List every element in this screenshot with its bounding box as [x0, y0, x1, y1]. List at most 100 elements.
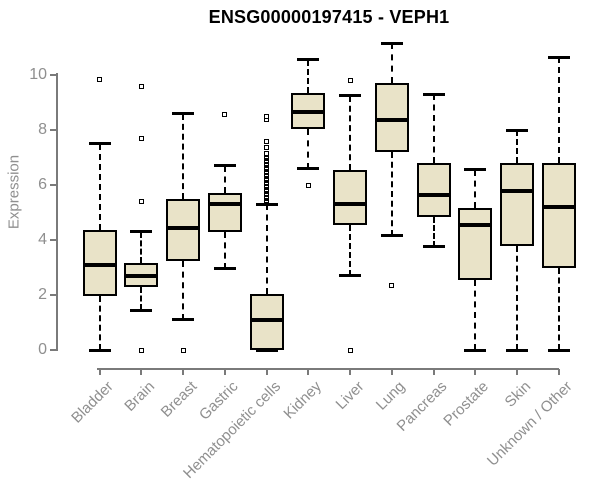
upper-whisker: [223, 165, 226, 194]
lower-whisker-cap: [213, 267, 236, 271]
lower-whisker-cap: [422, 245, 445, 249]
median-line: [458, 222, 493, 227]
median-line: [374, 118, 409, 123]
box: [333, 169, 368, 225]
lower-whisker: [98, 296, 101, 350]
median-line: [124, 273, 159, 278]
lower-whisker-cap: [88, 348, 111, 352]
y-tick-label: 8: [38, 121, 47, 138]
outlier-point: [97, 76, 103, 82]
lower-whisker-cap: [506, 348, 528, 352]
x-tick: [265, 369, 268, 375]
outlier-point: [389, 282, 395, 288]
y-tick: [50, 129, 56, 131]
x-tick: [390, 369, 393, 375]
y-axis-line: [56, 73, 58, 351]
lower-whisker-cap: [172, 318, 195, 322]
lower-whisker-cap: [339, 274, 362, 278]
median-line: [541, 205, 576, 209]
x-tick-label: Bladder: [68, 378, 117, 427]
lower-whisker: [557, 267, 560, 350]
box: [249, 293, 284, 350]
upper-whisker-cap: [506, 128, 528, 132]
upper-whisker-cap: [172, 112, 195, 115]
box: [416, 163, 451, 217]
y-tick-label: 2: [38, 286, 47, 303]
outlier-point: [347, 347, 353, 353]
upper-whisker-cap: [88, 142, 111, 146]
x-tick-label: Kidney: [280, 378, 326, 423]
y-tick-label: 6: [38, 176, 47, 193]
x-tick-label: Prostate: [440, 378, 493, 430]
lower-whisker-cap: [297, 167, 320, 170]
x-tick-label: Breast: [157, 378, 201, 421]
y-tick: [50, 294, 56, 296]
upper-whisker: [98, 143, 101, 231]
x-tick: [182, 369, 185, 375]
box: [207, 193, 242, 232]
y-tick-label: 4: [38, 231, 47, 248]
median-line: [416, 192, 451, 197]
y-tick-label: 0: [38, 341, 47, 358]
upper-whisker: [432, 94, 435, 163]
x-axis-line: [97, 368, 559, 370]
upper-whisker: [182, 113, 185, 199]
outlier-point: [264, 138, 270, 144]
outlier-point: [222, 112, 228, 118]
median-line: [249, 317, 284, 322]
lower-whisker: [307, 128, 310, 169]
upper-whisker: [557, 57, 560, 163]
lower-whisker: [474, 279, 477, 350]
lower-whisker: [516, 245, 518, 350]
upper-whisker-cap: [380, 41, 403, 45]
upper-whisker: [265, 204, 268, 294]
upper-whisker-cap: [297, 58, 320, 62]
chart-title: ENSG00000197415 - VEPH1: [208, 7, 450, 27]
upper-whisker-cap: [422, 92, 445, 96]
outlier-point: [305, 182, 311, 188]
x-tick: [474, 369, 477, 375]
x-tick: [349, 369, 352, 375]
x-tick: [307, 369, 310, 375]
upper-whisker: [516, 130, 518, 163]
upper-whisker-cap: [255, 202, 278, 206]
x-tick: [516, 369, 518, 375]
y-tick: [50, 349, 56, 351]
y-tick: [50, 239, 56, 241]
lower-whisker: [390, 152, 393, 236]
outlier-point: [264, 145, 270, 151]
x-tick: [223, 369, 226, 375]
outlier-point: [138, 83, 144, 89]
x-tick-label: Liver: [332, 378, 368, 414]
box: [458, 208, 493, 280]
median-line: [291, 110, 326, 115]
lower-whisker: [140, 286, 143, 311]
box: [166, 198, 201, 261]
x-tick-label: Brain: [121, 378, 159, 415]
x-tick: [98, 369, 101, 375]
lower-whisker: [432, 216, 435, 247]
x-tick-label: Lung: [373, 378, 409, 414]
upper-whisker: [307, 59, 310, 93]
upper-whisker-cap: [339, 94, 362, 98]
median-line: [500, 188, 534, 193]
upper-whisker: [140, 231, 143, 264]
upper-whisker-cap: [464, 168, 487, 172]
x-tick: [140, 369, 143, 375]
outlier-point: [138, 199, 144, 204]
median-line: [333, 202, 368, 207]
median-line: [166, 225, 201, 230]
lower-whisker-cap: [130, 308, 153, 312]
upper-whisker-cap: [547, 55, 570, 59]
lower-whisker: [349, 224, 352, 276]
outlier-point: [138, 347, 144, 353]
box: [374, 83, 409, 152]
box: [541, 163, 576, 268]
upper-whisker: [474, 169, 477, 209]
median-line: [82, 262, 117, 267]
lower-whisker: [182, 260, 185, 320]
upper-whisker-cap: [130, 230, 153, 234]
lower-whisker-cap: [380, 234, 403, 238]
outlier-point: [138, 135, 144, 141]
